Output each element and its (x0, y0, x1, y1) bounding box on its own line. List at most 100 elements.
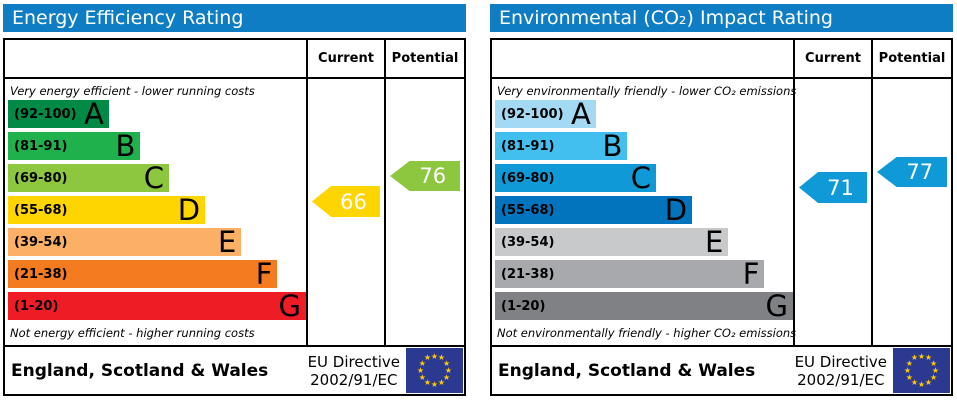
band-range-label: (92-100) (501, 106, 564, 122)
eu-flag-star: ★ (931, 365, 940, 375)
panel-title-energy: Energy Efficiency Rating (3, 4, 466, 32)
band-row-c: (69-80) C (495, 161, 657, 195)
band-row-b: (81-91) B (8, 129, 141, 163)
energy-efficiency-panel: Energy Efficiency Rating Current Potenti… (3, 4, 466, 400)
band-range-label: (39-54) (14, 234, 68, 250)
band-letter: F (255, 257, 273, 291)
footer-row: England, Scotland & Wales EU Directive 2… (492, 347, 951, 394)
eu-flag-star: ★ (423, 353, 432, 363)
current-rating-arrow: 66 (312, 186, 380, 217)
band-range-label: (69-80) (501, 170, 555, 186)
band-range-label: (69-80) (14, 170, 68, 186)
current-rating-value: 66 (340, 189, 367, 214)
eu-flag-star: ★ (437, 377, 446, 387)
eu-flag-star: ★ (910, 377, 919, 387)
eu-flag-star: ★ (430, 379, 439, 389)
band-row-g: (1-20) G (8, 289, 306, 323)
eu-flag-icon: ★ ★ ★ ★ ★ ★ ★ ★ ★ ★ ★ ★ (893, 348, 950, 393)
band-letter: A (83, 97, 104, 131)
rating-scale: Very environmentally friendly - lower CO… (492, 79, 797, 345)
band-range-label: (81-91) (14, 138, 68, 154)
eu-flag-star: ★ (905, 358, 913, 368)
environmental-rating-table: Current Potential Very environmentally f… (490, 38, 953, 396)
eu-flag-star: ★ (930, 372, 938, 382)
band-row-f: (21-38) F (495, 257, 765, 291)
band-range-label: (39-54) (501, 234, 555, 250)
band-range-label: (81-91) (501, 138, 555, 154)
eu-flag-star: ★ (930, 358, 938, 368)
eu-flag-star: ★ (423, 377, 432, 387)
eu-directive-label: EU Directive 2002/91/EC (794, 352, 887, 389)
current-column-header: Current (793, 40, 871, 77)
potential-rating-cell: 77 (871, 79, 951, 345)
band-letter: G (765, 289, 788, 323)
eu-directive-label: EU Directive 2002/91/EC (307, 352, 400, 389)
region-label: England, Scotland & Wales (498, 360, 756, 381)
panel-title-environmental: Environmental (CO₂) Impact Rating (490, 4, 953, 32)
current-rating-cell: 66 (306, 79, 384, 345)
band-letter: E (217, 225, 237, 259)
band-range-label: (55-68) (501, 202, 555, 218)
eu-flag-star: ★ (903, 365, 912, 375)
eu-flag-star: ★ (416, 365, 425, 375)
table-header-row: Current Potential (492, 40, 951, 79)
band-row-b: (81-91) B (495, 129, 628, 163)
rating-scale-row: Very energy efficient - lower running co… (5, 79, 464, 347)
eu-flag-star: ★ (905, 372, 913, 382)
current-rating-cell: 71 (793, 79, 871, 345)
eu-flag-icon: ★ ★ ★ ★ ★ ★ ★ ★ ★ ★ ★ ★ (406, 348, 463, 393)
bottom-caption: Not energy efficient - higher running co… (10, 326, 255, 340)
band-range-label: (21-38) (14, 266, 68, 282)
band-row-e: (39-54) E (8, 225, 242, 259)
eu-flag-star: ★ (418, 372, 426, 382)
table-header-row: Current Potential (5, 40, 464, 79)
eu-flag-star: ★ (443, 372, 451, 382)
band-row-g: (1-20) G (495, 289, 793, 323)
band-letter: A (570, 97, 591, 131)
rating-scale: Very energy efficient - lower running co… (5, 79, 306, 345)
potential-rating-arrow: 77 (877, 157, 947, 187)
band-letter: D (664, 193, 688, 227)
current-column-header: Current (306, 40, 384, 77)
band-range-label: (92-100) (14, 106, 77, 122)
eu-flag-star: ★ (917, 379, 926, 389)
eu-flag-star: ★ (430, 351, 439, 361)
current-rating-value: 71 (827, 175, 854, 200)
band-range-label: (55-68) (14, 202, 68, 218)
top-caption: Very energy efficient - lower running co… (10, 84, 255, 98)
band-letter: B (115, 129, 136, 163)
band-letter: G (278, 289, 301, 323)
rating-scale-row: Very environmentally friendly - lower CO… (492, 79, 951, 347)
bottom-caption: Not environmentally friendly - higher CO… (497, 326, 797, 340)
header-spacer-cell (492, 40, 793, 77)
band-range-label: (1-20) (14, 298, 59, 314)
eu-flag-star: ★ (910, 353, 919, 363)
band-row-a: (92-100) A (495, 97, 596, 131)
current-rating-arrow: 71 (799, 172, 867, 203)
band-letter: C (143, 161, 165, 195)
eu-flag-star: ★ (924, 377, 933, 387)
band-row-c: (69-80) C (8, 161, 170, 195)
eu-flag-star: ★ (437, 353, 446, 363)
band-row-d: (55-68) D (495, 193, 693, 227)
potential-rating-cell: 76 (384, 79, 464, 345)
band-row-f: (21-38) F (8, 257, 278, 291)
band-letter: F (742, 257, 760, 291)
eu-flag-star: ★ (418, 358, 426, 368)
band-range-label: (21-38) (501, 266, 555, 282)
eu-flag-star: ★ (443, 358, 451, 368)
band-row-d: (55-68) D (8, 196, 206, 225)
potential-column-header: Potential (871, 40, 951, 77)
header-spacer-cell (5, 40, 306, 77)
region-label: England, Scotland & Wales (11, 360, 269, 381)
band-letter: C (630, 161, 652, 195)
energy-rating-table: Current Potential Very energy efficient … (3, 38, 466, 396)
eu-flag-star: ★ (917, 351, 926, 361)
footer-row: England, Scotland & Wales EU Directive 2… (5, 347, 464, 394)
potential-rating-value: 77 (906, 160, 934, 184)
potential-rating-arrow: 76 (390, 161, 460, 191)
band-letter: B (602, 129, 623, 163)
top-caption: Very environmentally friendly - lower CO… (497, 84, 797, 98)
environmental-impact-panel: Environmental (CO₂) Impact Rating Curren… (490, 4, 953, 400)
